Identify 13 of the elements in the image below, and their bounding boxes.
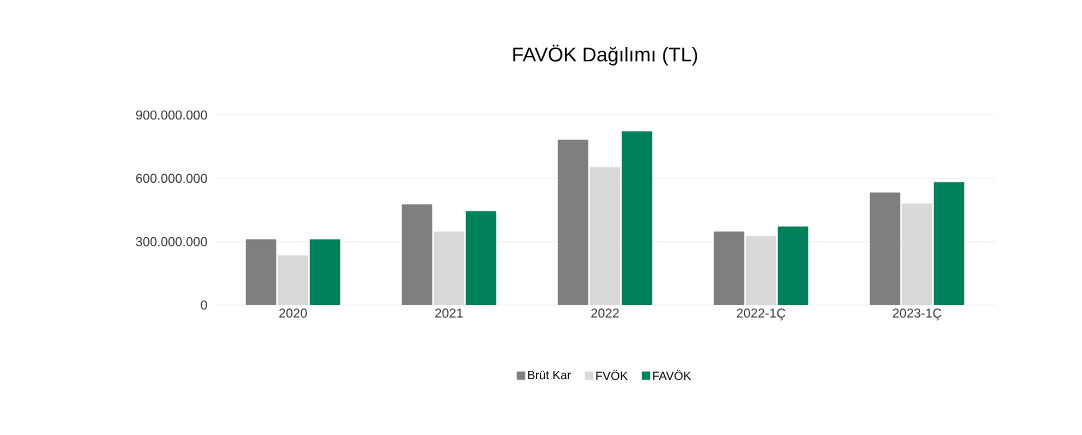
x-tick-label: 2020 bbox=[279, 308, 307, 318]
legend-label: Brüt Kar bbox=[528, 370, 571, 380]
y-tick-label: 900.000.000 bbox=[136, 110, 207, 120]
chart-title: FAVÖK Dağılımı (TL) bbox=[513, 44, 698, 66]
x-tick-label: 2023-1Ç bbox=[892, 308, 942, 321]
y-tick-label: 0 bbox=[200, 300, 207, 310]
legend-label: FAVÖK bbox=[653, 369, 692, 381]
legend-label: FVÖK bbox=[596, 369, 628, 381]
x-tick-label: 2022-1Ç bbox=[736, 308, 786, 321]
x-tick-label: 2021 bbox=[435, 308, 463, 318]
y-tick-label: 600.000.000 bbox=[136, 173, 207, 183]
y-tick-label: 300.000.000 bbox=[135, 237, 207, 247]
x-tick-label: 2022 bbox=[591, 308, 619, 318]
